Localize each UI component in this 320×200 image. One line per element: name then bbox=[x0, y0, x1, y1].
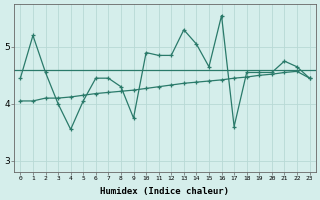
X-axis label: Humidex (Indice chaleur): Humidex (Indice chaleur) bbox=[100, 187, 229, 196]
